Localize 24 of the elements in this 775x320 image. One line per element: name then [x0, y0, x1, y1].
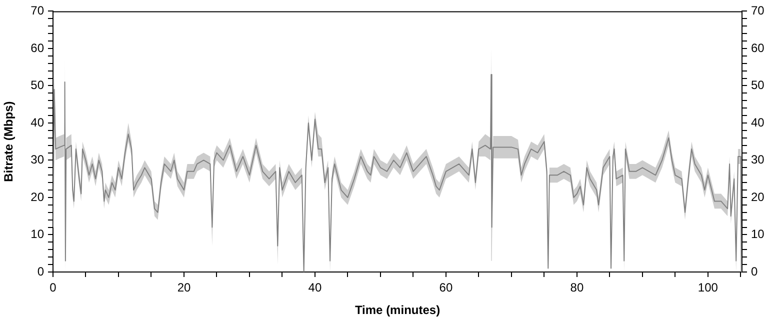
y2-tick-label: 60 [751, 40, 765, 55]
y-tick-label: 40 [30, 115, 44, 130]
y2-tick-label: 20 [751, 190, 765, 204]
y2-tick-label: 30 [751, 152, 765, 167]
x-tick-label: 0 [50, 280, 57, 295]
y-tick-label: 30 [30, 152, 44, 167]
y2-tick-label: 40 [751, 115, 765, 130]
y2-tick-label: 0 [751, 264, 758, 278]
y-tick-label: 0 [37, 264, 44, 278]
y-tick-label: 10 [30, 227, 44, 242]
y-tick-label: 70 [30, 4, 44, 18]
y2-tick-label: 70 [751, 4, 765, 18]
x-tick-label: 100 [698, 280, 718, 295]
x-tick-label: 20 [177, 280, 191, 295]
x-axis-title: Time (minutes) [354, 303, 440, 318]
y-tick-label: 50 [30, 78, 44, 92]
y2-tick-label: 10 [751, 227, 765, 242]
x-tick-label: 40 [308, 280, 322, 295]
x-tick-label: 60 [439, 280, 453, 295]
y-tick-label: 20 [30, 190, 44, 204]
x-tick-label: 80 [570, 280, 584, 295]
y2-tick-label: 50 [751, 78, 765, 92]
y-tick-label: 60 [30, 40, 44, 55]
y-axis-title: Bitrate (Mbps) [2, 101, 16, 182]
